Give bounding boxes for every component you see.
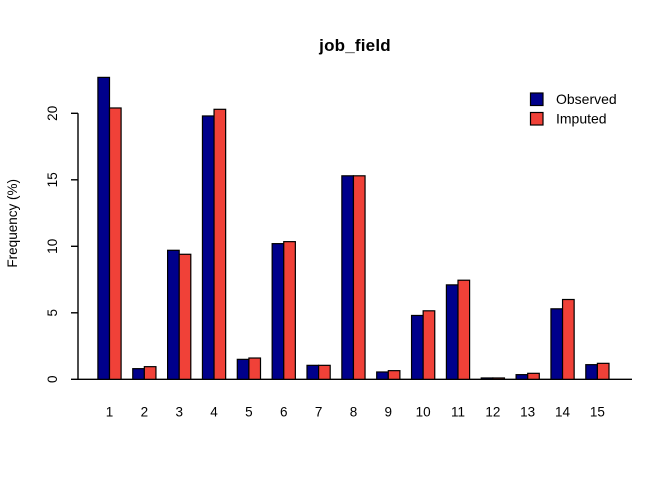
- bar-imputed-8: [352, 175, 366, 380]
- y-tick-label: 5: [45, 309, 60, 317]
- bar-observed-5: [236, 358, 250, 380]
- x-tick-label: 6: [280, 404, 288, 419]
- bar-observed-13: [515, 374, 529, 380]
- y-tick-label: 10: [45, 239, 60, 254]
- x-tick-label: 5: [245, 404, 253, 419]
- bar-observed-2: [132, 368, 145, 380]
- y-tick-label: 15: [45, 172, 60, 187]
- bar-imputed-12: [492, 377, 506, 380]
- bar-imputed-5: [248, 357, 262, 380]
- bar-observed-10: [410, 314, 424, 380]
- legend-swatch-observed: [529, 92, 544, 107]
- bar-observed-8: [341, 175, 355, 380]
- bar-observed-6: [271, 243, 285, 380]
- bar-observed-4: [201, 115, 215, 380]
- x-tick-label: 12: [485, 404, 500, 419]
- x-tick-label: 10: [416, 404, 431, 419]
- x-tick-label: 2: [141, 404, 149, 419]
- x-tick-label: 1: [106, 404, 114, 419]
- bar-imputed-14: [561, 298, 575, 380]
- x-tick-label: 4: [210, 404, 218, 419]
- bar-imputed-9: [387, 370, 401, 380]
- y-axis-label: Frequency (%): [5, 179, 20, 268]
- bar-observed-3: [167, 249, 180, 380]
- y-tick-label: 0: [45, 376, 60, 384]
- x-tick-label: 13: [520, 404, 535, 419]
- x-tick-label: 11: [451, 404, 465, 419]
- x-tick-label: 3: [175, 404, 183, 419]
- x-tick-label: 7: [315, 404, 323, 419]
- bar-observed-15: [585, 364, 598, 380]
- bar-observed-7: [306, 364, 320, 380]
- bar-observed-9: [376, 371, 389, 380]
- bar-observed-14: [550, 308, 564, 380]
- bar-observed-12: [480, 377, 494, 380]
- bar-imputed-3: [178, 253, 192, 380]
- bar-imputed-1: [108, 107, 122, 380]
- x-tick-label: 15: [590, 404, 605, 419]
- y-tick-label: 20: [45, 106, 60, 121]
- bar-imputed-2: [143, 366, 157, 380]
- bar-imputed-10: [422, 310, 436, 380]
- legend-label-imputed: Imputed: [556, 111, 607, 127]
- chart-title: job_field: [319, 36, 391, 55]
- legend-swatch-imputed: [529, 111, 544, 126]
- bar-observed-1: [97, 76, 111, 380]
- bar-imputed-6: [283, 241, 296, 380]
- legend-label-observed: Observed: [556, 91, 617, 107]
- bar-imputed-7: [318, 364, 331, 380]
- bar-imputed-13: [527, 372, 540, 380]
- bar-imputed-11: [457, 279, 471, 380]
- x-tick-label: 8: [350, 404, 358, 419]
- bar-imputed-15: [596, 362, 610, 380]
- bar-observed-11: [445, 284, 459, 380]
- x-tick-label: 9: [385, 404, 393, 419]
- bar-imputed-4: [213, 108, 227, 380]
- x-tick-label: 14: [555, 404, 571, 419]
